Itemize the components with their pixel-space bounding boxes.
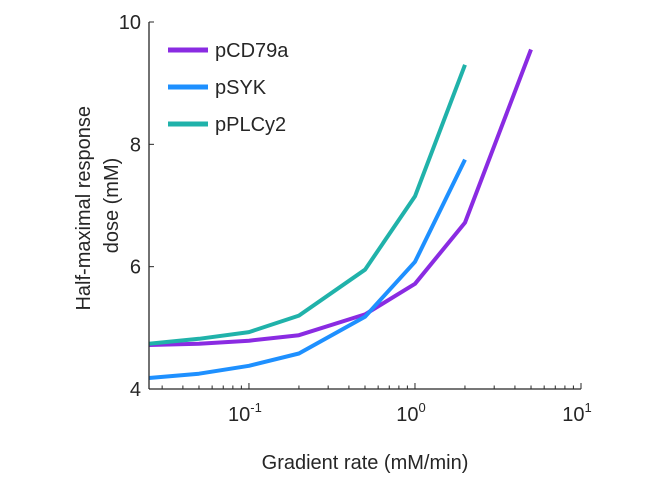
y-tick-label: 6 xyxy=(130,257,141,279)
y-axis-label-line-1: Half-maximal response xyxy=(73,106,95,311)
x-axis-ticks: 10-1 100 101 xyxy=(161,383,592,426)
x-tick-base: 10 xyxy=(396,404,418,426)
x-tick-label: 10-1 xyxy=(228,400,262,426)
y-axis-label: Half-maximal response dose (mM) xyxy=(73,100,123,310)
x-tick-exponent: 0 xyxy=(418,400,425,415)
x-axis-label: Gradient rate (mM/min) xyxy=(262,452,469,474)
series-line-psyk xyxy=(148,158,467,380)
series-line-pcd79a xyxy=(148,48,533,347)
x-tick-label: 100 xyxy=(396,400,425,426)
y-tick-label: 10 xyxy=(119,12,141,34)
series-layer xyxy=(148,48,533,380)
legend-label-pcd79a: pCD79a xyxy=(215,40,289,62)
y-axis-label-line-2: dose (mM) xyxy=(101,158,123,254)
y-axis-ticks: 4 6 8 10 xyxy=(119,12,154,401)
x-tick-exponent: -1 xyxy=(250,400,262,415)
y-tick-label: 8 xyxy=(130,134,141,156)
series-line-pplcy2 xyxy=(148,64,467,346)
legend-label-psyk: pSYK xyxy=(215,77,267,99)
legend-label-pplcy2: pPLCy2 xyxy=(215,114,286,136)
y-tick-label: 4 xyxy=(130,379,141,401)
x-tick-base: 10 xyxy=(228,404,250,426)
x-tick-exponent: 1 xyxy=(585,400,592,415)
legend: pCD79a pSYK pPLCy2 xyxy=(168,40,289,136)
x-tick-base: 10 xyxy=(562,404,584,426)
x-tick-label: 101 xyxy=(562,400,591,426)
